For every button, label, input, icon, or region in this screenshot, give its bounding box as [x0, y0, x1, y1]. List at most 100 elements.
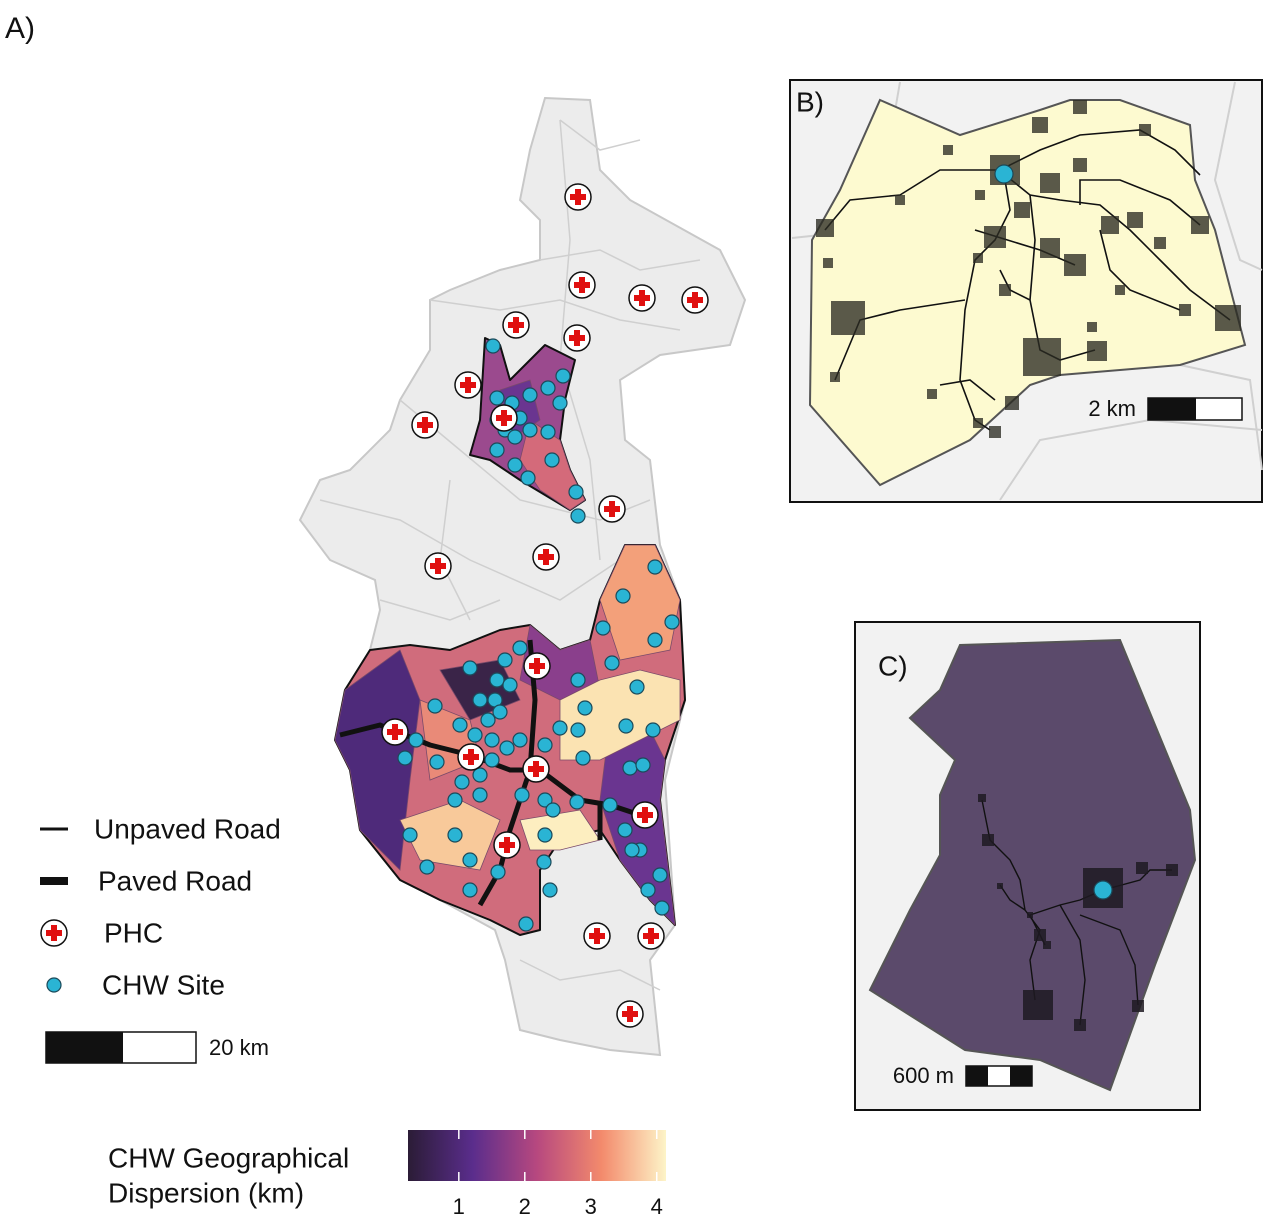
household	[1074, 1019, 1086, 1031]
household	[975, 190, 985, 200]
chw-site	[489, 390, 505, 406]
household	[831, 301, 865, 335]
chw-site	[419, 859, 435, 875]
phc-icon	[502, 311, 530, 339]
colorbar-tick-label: 2	[519, 1194, 531, 1219]
chw-site	[472, 692, 488, 708]
chw-site	[484, 732, 500, 748]
chw-site	[514, 787, 530, 803]
chw-site	[502, 677, 518, 693]
chw-site	[522, 422, 538, 438]
chw-site	[454, 774, 470, 790]
legend-label: Paved Road	[98, 865, 252, 896]
phc-icon	[411, 411, 439, 439]
scale-label: 2 km	[1088, 396, 1136, 421]
household	[1101, 216, 1119, 234]
chw-site	[408, 732, 424, 748]
household	[816, 219, 834, 237]
phc-icon	[522, 755, 550, 783]
household	[1064, 254, 1086, 276]
chw-site	[492, 704, 508, 720]
chw-site	[537, 737, 553, 753]
chw-site	[452, 717, 468, 733]
chw-site	[447, 827, 463, 843]
chw-site	[518, 916, 534, 932]
chw-site	[480, 712, 496, 728]
chw-site	[570, 672, 586, 688]
household	[1139, 124, 1151, 136]
chw-site	[624, 842, 640, 858]
household	[1073, 100, 1087, 114]
chw-site	[484, 752, 500, 768]
household	[1115, 285, 1125, 295]
household	[1040, 238, 1060, 258]
household	[973, 253, 983, 263]
legend: Unpaved Road Paved Road PHC CHW Site 20 …	[40, 813, 281, 1064]
chw-site	[640, 882, 656, 898]
chw-site	[615, 588, 631, 604]
map-a	[298, 96, 747, 1057]
colorbar-title: CHW Geographical	[108, 1142, 349, 1173]
chw-site	[552, 395, 568, 411]
household	[895, 195, 905, 205]
chw-site	[489, 672, 505, 688]
household	[1166, 864, 1178, 876]
chw-site	[397, 750, 413, 766]
phc-icon	[583, 922, 611, 950]
colorbar-tick-label: 3	[585, 1194, 597, 1219]
chw-site	[545, 802, 561, 818]
phc-icon	[457, 743, 485, 771]
panel-b: B) 2 km	[789, 79, 1263, 503]
phc-icon	[532, 543, 560, 571]
colorbar: CHW Geographical Dispersion (km) 1 2 3 4	[108, 1130, 666, 1219]
chw-site	[604, 655, 620, 671]
household	[982, 834, 994, 846]
chw-site	[647, 632, 663, 648]
chw-site	[489, 442, 505, 458]
chw-site	[544, 452, 560, 468]
chw-site	[635, 757, 651, 773]
household	[1040, 173, 1060, 193]
panel-label: B)	[796, 86, 824, 117]
phc-icon	[563, 324, 591, 352]
chw-site	[485, 338, 501, 354]
chw-site	[512, 732, 528, 748]
chw-site	[537, 792, 553, 808]
legend-label: Unpaved Road	[94, 813, 281, 844]
chw-site	[522, 387, 538, 403]
chw-site	[569, 794, 585, 810]
chw-site	[617, 822, 633, 838]
chw-site	[652, 867, 668, 883]
chw-site	[537, 827, 553, 843]
scale-label: 20 km	[209, 1035, 269, 1060]
household	[973, 418, 983, 428]
chw-site	[429, 754, 445, 770]
household	[978, 794, 986, 802]
household	[1087, 341, 1107, 361]
chw-site	[552, 720, 568, 736]
phc-icon	[637, 922, 665, 950]
chw-site	[472, 787, 488, 803]
chw-site	[507, 457, 523, 473]
chw-site	[570, 722, 586, 738]
chw-site	[497, 652, 513, 668]
scale-label: 600 m	[893, 1063, 954, 1088]
phc-icon	[381, 718, 409, 746]
panel-label: A)	[5, 12, 35, 45]
legend-label: PHC	[104, 917, 163, 948]
household	[1215, 305, 1241, 331]
household	[1087, 322, 1097, 332]
chw-site	[629, 679, 645, 695]
phc-icon	[631, 801, 659, 829]
chw-site	[654, 900, 670, 916]
phc-icon	[424, 552, 452, 580]
chw-site	[462, 852, 478, 868]
household	[1132, 1000, 1144, 1012]
household	[999, 284, 1011, 296]
chw-site	[622, 760, 638, 776]
chw-site	[568, 484, 584, 500]
phc-icon	[568, 271, 596, 299]
chw-site	[499, 740, 515, 756]
phc-icon	[523, 652, 551, 680]
chw-site	[647, 559, 663, 575]
